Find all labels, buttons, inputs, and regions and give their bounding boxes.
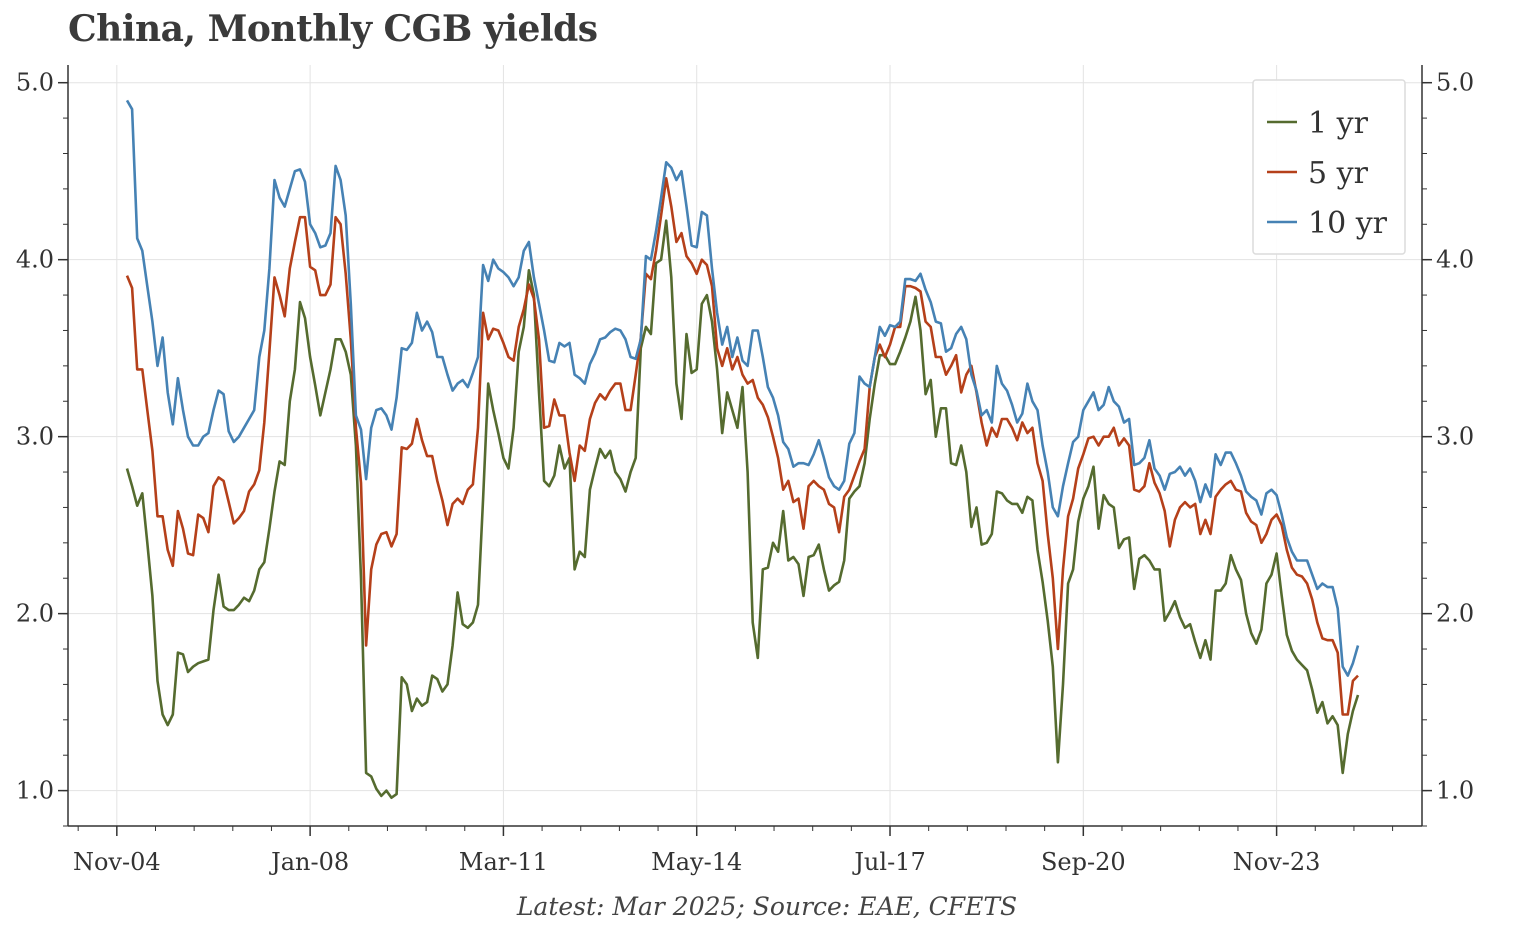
y-tick-label-left: 4.0 bbox=[16, 246, 54, 274]
legend-label: 10 yr bbox=[1308, 206, 1388, 241]
series-line-1yr bbox=[125, 219, 1360, 799]
chart-footer: Latest: Mar 2025; Source: EAE, CFETS bbox=[516, 892, 1018, 921]
y-tick-label-right: 3.0 bbox=[1436, 423, 1474, 451]
series-line-5yr bbox=[125, 177, 1359, 716]
y-tick-label-right: 4.0 bbox=[1436, 246, 1474, 274]
y-tick-label-right: 5.0 bbox=[1436, 69, 1474, 97]
x-tick-label: Jul-17 bbox=[851, 848, 925, 876]
x-tick-label: Sep-20 bbox=[1041, 848, 1126, 876]
y-tick-label-left: 1.0 bbox=[16, 777, 54, 805]
y-tick-label-left: 2.0 bbox=[16, 600, 54, 628]
y-tick-label-left: 5.0 bbox=[16, 69, 54, 97]
legend-label: 1 yr bbox=[1308, 106, 1369, 141]
legend-label: 5 yr bbox=[1308, 156, 1369, 191]
x-tick-label: Nov-23 bbox=[1233, 848, 1321, 876]
y-tick-label-left: 3.0 bbox=[16, 423, 54, 451]
legend-box bbox=[1252, 79, 1406, 255]
x-tick-label: Nov-04 bbox=[73, 848, 161, 876]
y-tick-label-right: 2.0 bbox=[1436, 600, 1474, 628]
series-line-10yr bbox=[125, 99, 1360, 677]
y-tick-label-right: 1.0 bbox=[1436, 777, 1474, 805]
x-tick-label: May-14 bbox=[651, 848, 742, 876]
x-tick-label: Mar-11 bbox=[459, 848, 548, 876]
x-tick-label: Jan-08 bbox=[268, 848, 349, 876]
chart-title: China, Monthly CGB yields bbox=[68, 8, 598, 50]
